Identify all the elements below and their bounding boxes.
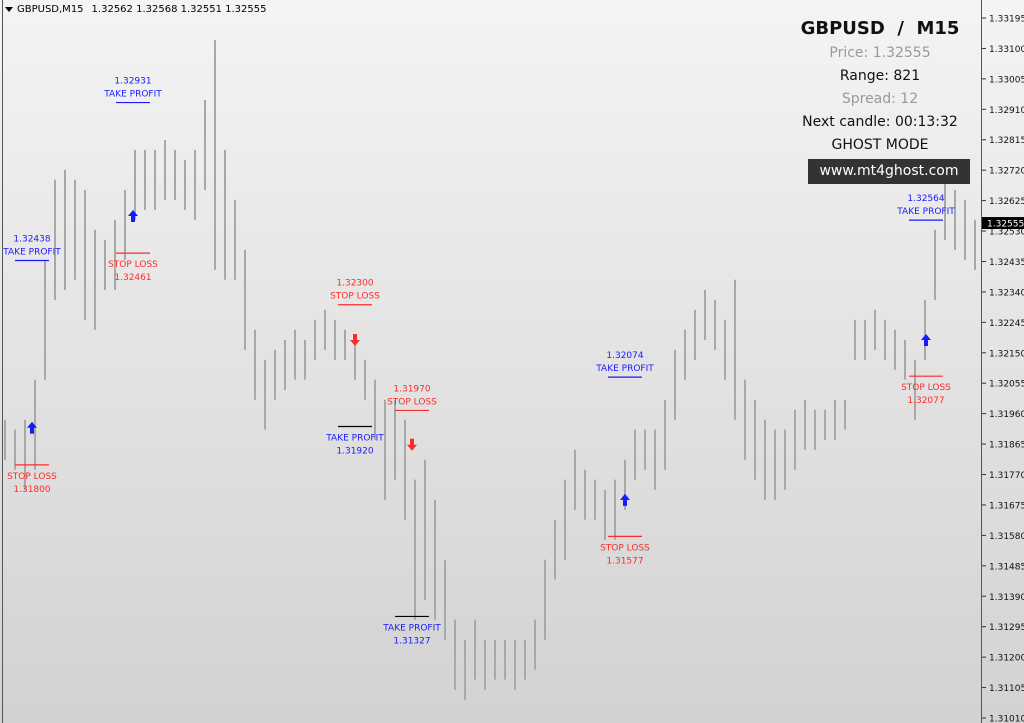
price-bars — [4, 40, 976, 700]
signal-up — [909, 219, 943, 377]
arrow-up-icon — [128, 209, 138, 222]
y-tick-label: 1.32340 — [989, 288, 1024, 298]
y-tick-label: 1.31295 — [989, 623, 1024, 633]
take-profit-price: 1.31327 — [393, 636, 430, 646]
y-tick-label: 1.31960 — [989, 410, 1024, 420]
signal-down — [338, 304, 372, 428]
stop-loss-price: 1.32077 — [907, 396, 944, 406]
y-tick-label: 1.33195 — [989, 15, 1024, 25]
y-tick-label: 1.31580 — [989, 532, 1024, 542]
price-axis: 1.33195 1.33100 1.33005 1.32910 1.32815 1.327… — [982, 15, 1024, 723]
arrow-down-icon — [407, 438, 417, 451]
take-profit-label: TAKE PROFIT — [2, 248, 61, 258]
stop-loss-label: STOP LOSS — [7, 472, 57, 482]
y-tick-label: 1.31010 — [989, 715, 1024, 723]
take-profit-label: TAKE PROFIT — [382, 623, 441, 633]
arrow-up-icon — [620, 493, 630, 506]
signal-up — [116, 101, 150, 254]
panel-mode: GHOST MODE — [831, 137, 929, 153]
y-tick-label: 1.31390 — [989, 593, 1024, 603]
ohlc-values: 1.32562 1.32568 1.32551 1.32555 — [91, 4, 267, 15]
take-profit-price: 1.32074 — [606, 351, 643, 361]
stop-loss-price: 1.32300 — [336, 279, 373, 289]
y-tick-label: 1.32720 — [989, 167, 1024, 177]
y-tick-label: 1.33100 — [989, 45, 1024, 55]
y-tick-label: 1.31105 — [989, 684, 1024, 694]
y-tick-label: 1.32055 — [989, 380, 1024, 390]
symbol-timeframe: GBPUSD,M15 — [17, 4, 84, 15]
stop-loss-label: STOP LOSS — [330, 292, 380, 302]
y-tick-label: 1.31200 — [989, 654, 1024, 664]
arrow-down-icon — [350, 333, 360, 346]
signal-up — [15, 259, 49, 466]
take-profit-price: 1.31920 — [336, 446, 373, 456]
stop-loss-price: 1.31577 — [606, 556, 643, 566]
signal-up — [608, 376, 642, 537]
y-tick-label: 1.32910 — [989, 106, 1024, 116]
current-price-label-bg — [982, 217, 1024, 230]
stop-loss-price: 1.31970 — [393, 384, 430, 394]
signals: 1.32438 TAKE PROFIT STOP LOSS 1.31800 1.3293… — [2, 77, 955, 647]
stop-loss-price: 1.31800 — [13, 485, 50, 495]
panel-range: Range: 821 — [839, 68, 921, 84]
stop-loss-label: STOP LOSS — [108, 260, 158, 270]
panel-title: GBPUSD / M15 — [800, 18, 960, 39]
y-tick-label: 1.32530 — [989, 228, 1024, 238]
y-tick-label: 1.32625 — [989, 197, 1024, 207]
panel-price: Price: 1.32555 — [829, 45, 931, 61]
arrow-up-icon — [921, 333, 931, 346]
website-link[interactable]: www.mt4ghost.com — [808, 159, 970, 184]
y-tick-label: 1.31485 — [989, 562, 1024, 572]
take-profit-label: TAKE PROFIT — [103, 90, 162, 100]
take-profit-label: TAKE PROFIT — [325, 433, 384, 443]
arrow-up-icon — [27, 421, 37, 434]
panel-next-candle: Next candle: 00:13:32 — [802, 114, 958, 130]
info-panel: GBPUSD / M15 Price: 1.32555 Range: 821 S… — [790, 16, 970, 184]
take-profit-label: TAKE PROFIT — [896, 207, 955, 217]
panel-spread: Spread: 12 — [841, 91, 919, 107]
stop-loss-label: STOP LOSS — [901, 383, 951, 393]
y-tick-label: 1.32815 — [989, 136, 1024, 146]
stop-loss-price: 1.32461 — [114, 273, 151, 283]
chart-header: GBPUSD,M15 1.32562 1.32568 1.32551 1.325… — [5, 4, 267, 15]
y-tick-label: 1.32245 — [989, 319, 1024, 329]
y-tick-label: 1.32435 — [989, 258, 1024, 268]
y-tick-label: 1.31675 — [989, 501, 1024, 511]
y-tick-label: 1.33005 — [989, 75, 1024, 85]
y-tick-label: 1.31770 — [989, 471, 1024, 481]
y-tick-label: 1.32150 — [989, 349, 1024, 359]
current-price-label: 1.32555 — [987, 220, 1024, 230]
signal-down — [395, 409, 429, 618]
take-profit-price: 1.32564 — [907, 194, 944, 204]
stop-loss-label: STOP LOSS — [600, 543, 650, 553]
take-profit-price: 1.32438 — [13, 235, 50, 245]
take-profit-price: 1.32931 — [114, 77, 151, 87]
take-profit-label: TAKE PROFIT — [595, 364, 654, 374]
dropdown-triangle-icon[interactable] — [5, 7, 13, 12]
y-tick-label: 1.31865 — [989, 441, 1024, 451]
stop-loss-label: STOP LOSS — [387, 397, 437, 407]
